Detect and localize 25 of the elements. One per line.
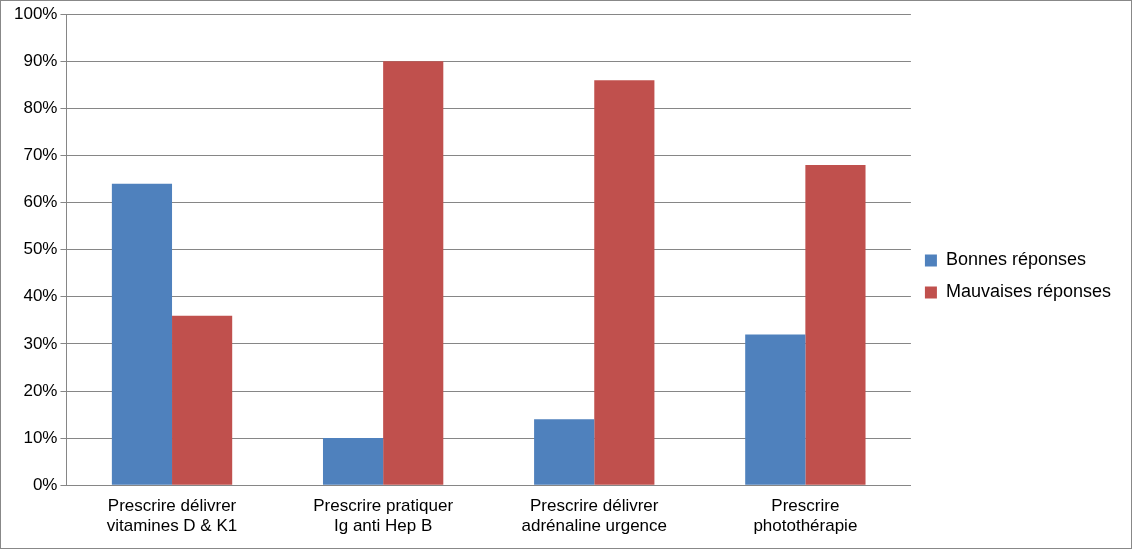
bar bbox=[534, 419, 595, 485]
legend-label: Bonnes réponses bbox=[945, 249, 1087, 270]
y-tick-label: 20% bbox=[23, 380, 58, 400]
bar bbox=[322, 438, 384, 485]
y-tick-label: 60% bbox=[23, 192, 58, 212]
legend-label: Mauvaises réponses bbox=[945, 281, 1112, 302]
y-tick-label: 0% bbox=[32, 474, 58, 494]
x-tick-label: Prescrire pratiquer Ig anti Hep B bbox=[313, 496, 454, 536]
bar bbox=[805, 164, 866, 485]
y-tick-label: 10% bbox=[23, 427, 58, 447]
y-tick-label: 40% bbox=[23, 286, 58, 306]
bar bbox=[383, 61, 444, 485]
bar bbox=[111, 183, 173, 485]
y-tick-label: 70% bbox=[23, 145, 58, 165]
x-tick-label: Prescrire délivrer adrénaline urgence bbox=[521, 496, 668, 536]
bar bbox=[172, 315, 233, 485]
x-tick-label: Prescrire délivrer vitamines D & K1 bbox=[106, 496, 238, 536]
y-tick-label: 80% bbox=[23, 98, 58, 118]
y-tick-label: 30% bbox=[23, 333, 58, 353]
x-tick-label: Prescrire photothérapie bbox=[753, 496, 858, 536]
y-tick-label: 100% bbox=[14, 3, 58, 23]
y-tick-label: 90% bbox=[23, 50, 58, 70]
y-tick-label: 50% bbox=[23, 239, 58, 259]
bar bbox=[594, 80, 655, 485]
bar bbox=[745, 334, 806, 485]
